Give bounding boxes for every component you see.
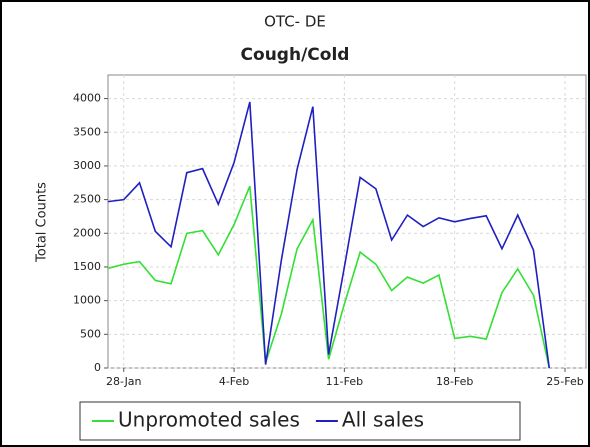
plot-area [107, 74, 587, 369]
y-tick-label: 1500 [73, 260, 101, 273]
y-tick-label: 3000 [73, 159, 101, 172]
y-axis-label: Total Counts [35, 182, 50, 263]
y-tick-label: 500 [80, 327, 101, 340]
line-series [107, 101, 551, 369]
x-tick-label: 4-Feb [219, 375, 249, 388]
legend-label: All sales [342, 408, 424, 432]
x-tick-label: 11-Feb [326, 375, 363, 388]
y-tick-label: 3500 [73, 125, 101, 138]
y-tick-label: 2000 [73, 226, 101, 239]
legend-box [79, 401, 521, 441]
x-tick-label: 25-Feb [546, 375, 583, 388]
y-tick-label: 0 [94, 361, 101, 374]
x-tick-label: 18-Feb [436, 375, 473, 388]
y-tick-label: 4000 [73, 92, 101, 105]
x-tick-label: 28-Jan [106, 375, 142, 388]
y-tick-label: 1000 [73, 294, 101, 307]
chart-title: OTC- DE [264, 13, 326, 31]
chart-subtitle: Cough/Cold [241, 45, 350, 65]
line-series [107, 185, 551, 369]
legend-label: Unpromoted sales [118, 408, 300, 432]
y-tick-label: 2500 [73, 193, 101, 206]
